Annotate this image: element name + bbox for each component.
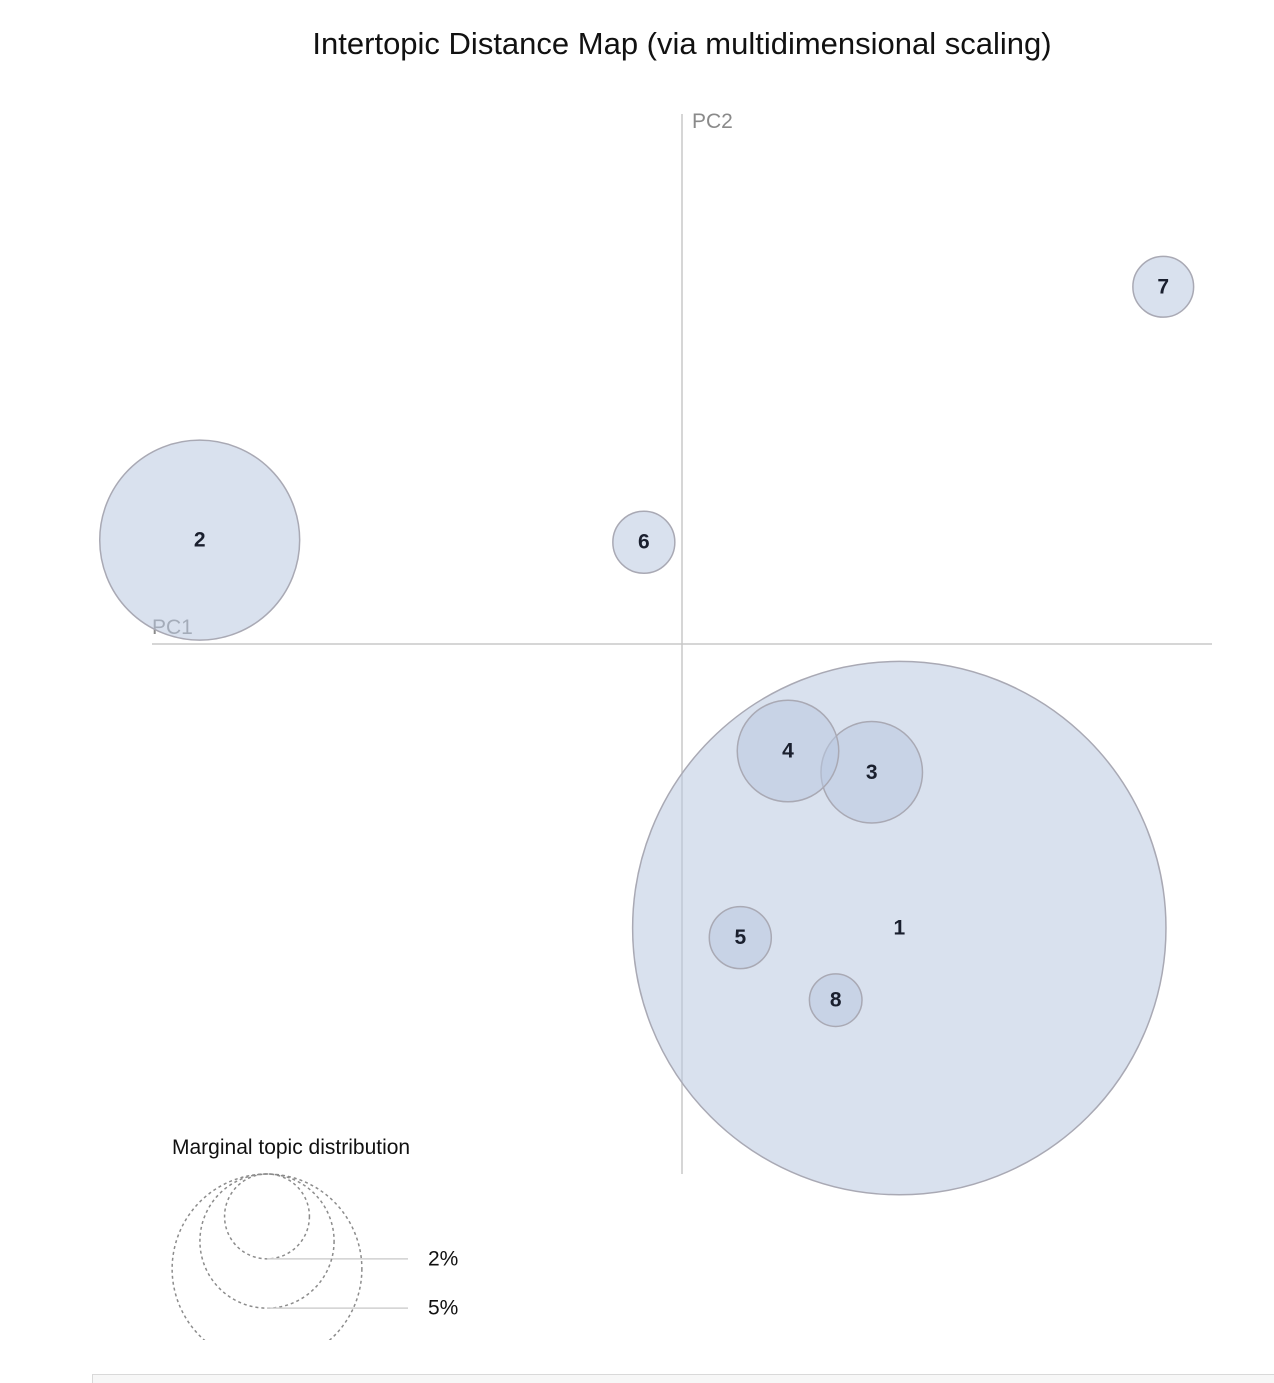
legend-label-1: 2% [428, 1247, 458, 1270]
topic-label-3: 3 [866, 761, 878, 784]
topic-bubbles: 1 2 3 4 5 6 7 8 [98, 255, 1195, 1196]
legend-title: Marginal topic distribution [172, 1136, 410, 1159]
legend-circles: 2% 5% [171, 1173, 458, 1340]
topic-bubble-8[interactable] [808, 973, 863, 1028]
topic-bubble-2[interactable] [98, 439, 301, 641]
topic-label-4: 4 [782, 740, 794, 763]
legend-circle-1 [223, 1173, 311, 1260]
topic-label-2: 2 [194, 529, 206, 552]
topic-label-7: 7 [1157, 275, 1169, 298]
topic-bubble-7[interactable] [1132, 255, 1195, 318]
bottom-panel [92, 1374, 1274, 1383]
topic-label-6: 6 [638, 531, 650, 554]
pc2-axis-label: PC2 [692, 110, 733, 133]
topic-bubble-6[interactable] [612, 510, 676, 574]
chart-title: Intertopic Distance Map (via multidimens… [312, 26, 1051, 61]
topic-bubble-4[interactable] [736, 699, 840, 803]
topic-label-5: 5 [734, 926, 746, 949]
topic-label-1: 1 [893, 917, 905, 940]
topic-label-8: 8 [830, 989, 842, 1012]
legend-circle-3 [171, 1173, 363, 1340]
marginal-topic-distribution-legend: Marginal topic distribution 2% 5% [171, 1136, 458, 1340]
topic-bubble-5[interactable] [708, 905, 773, 970]
legend-label-2: 5% [428, 1297, 458, 1320]
legend-circle-2 [199, 1173, 335, 1309]
